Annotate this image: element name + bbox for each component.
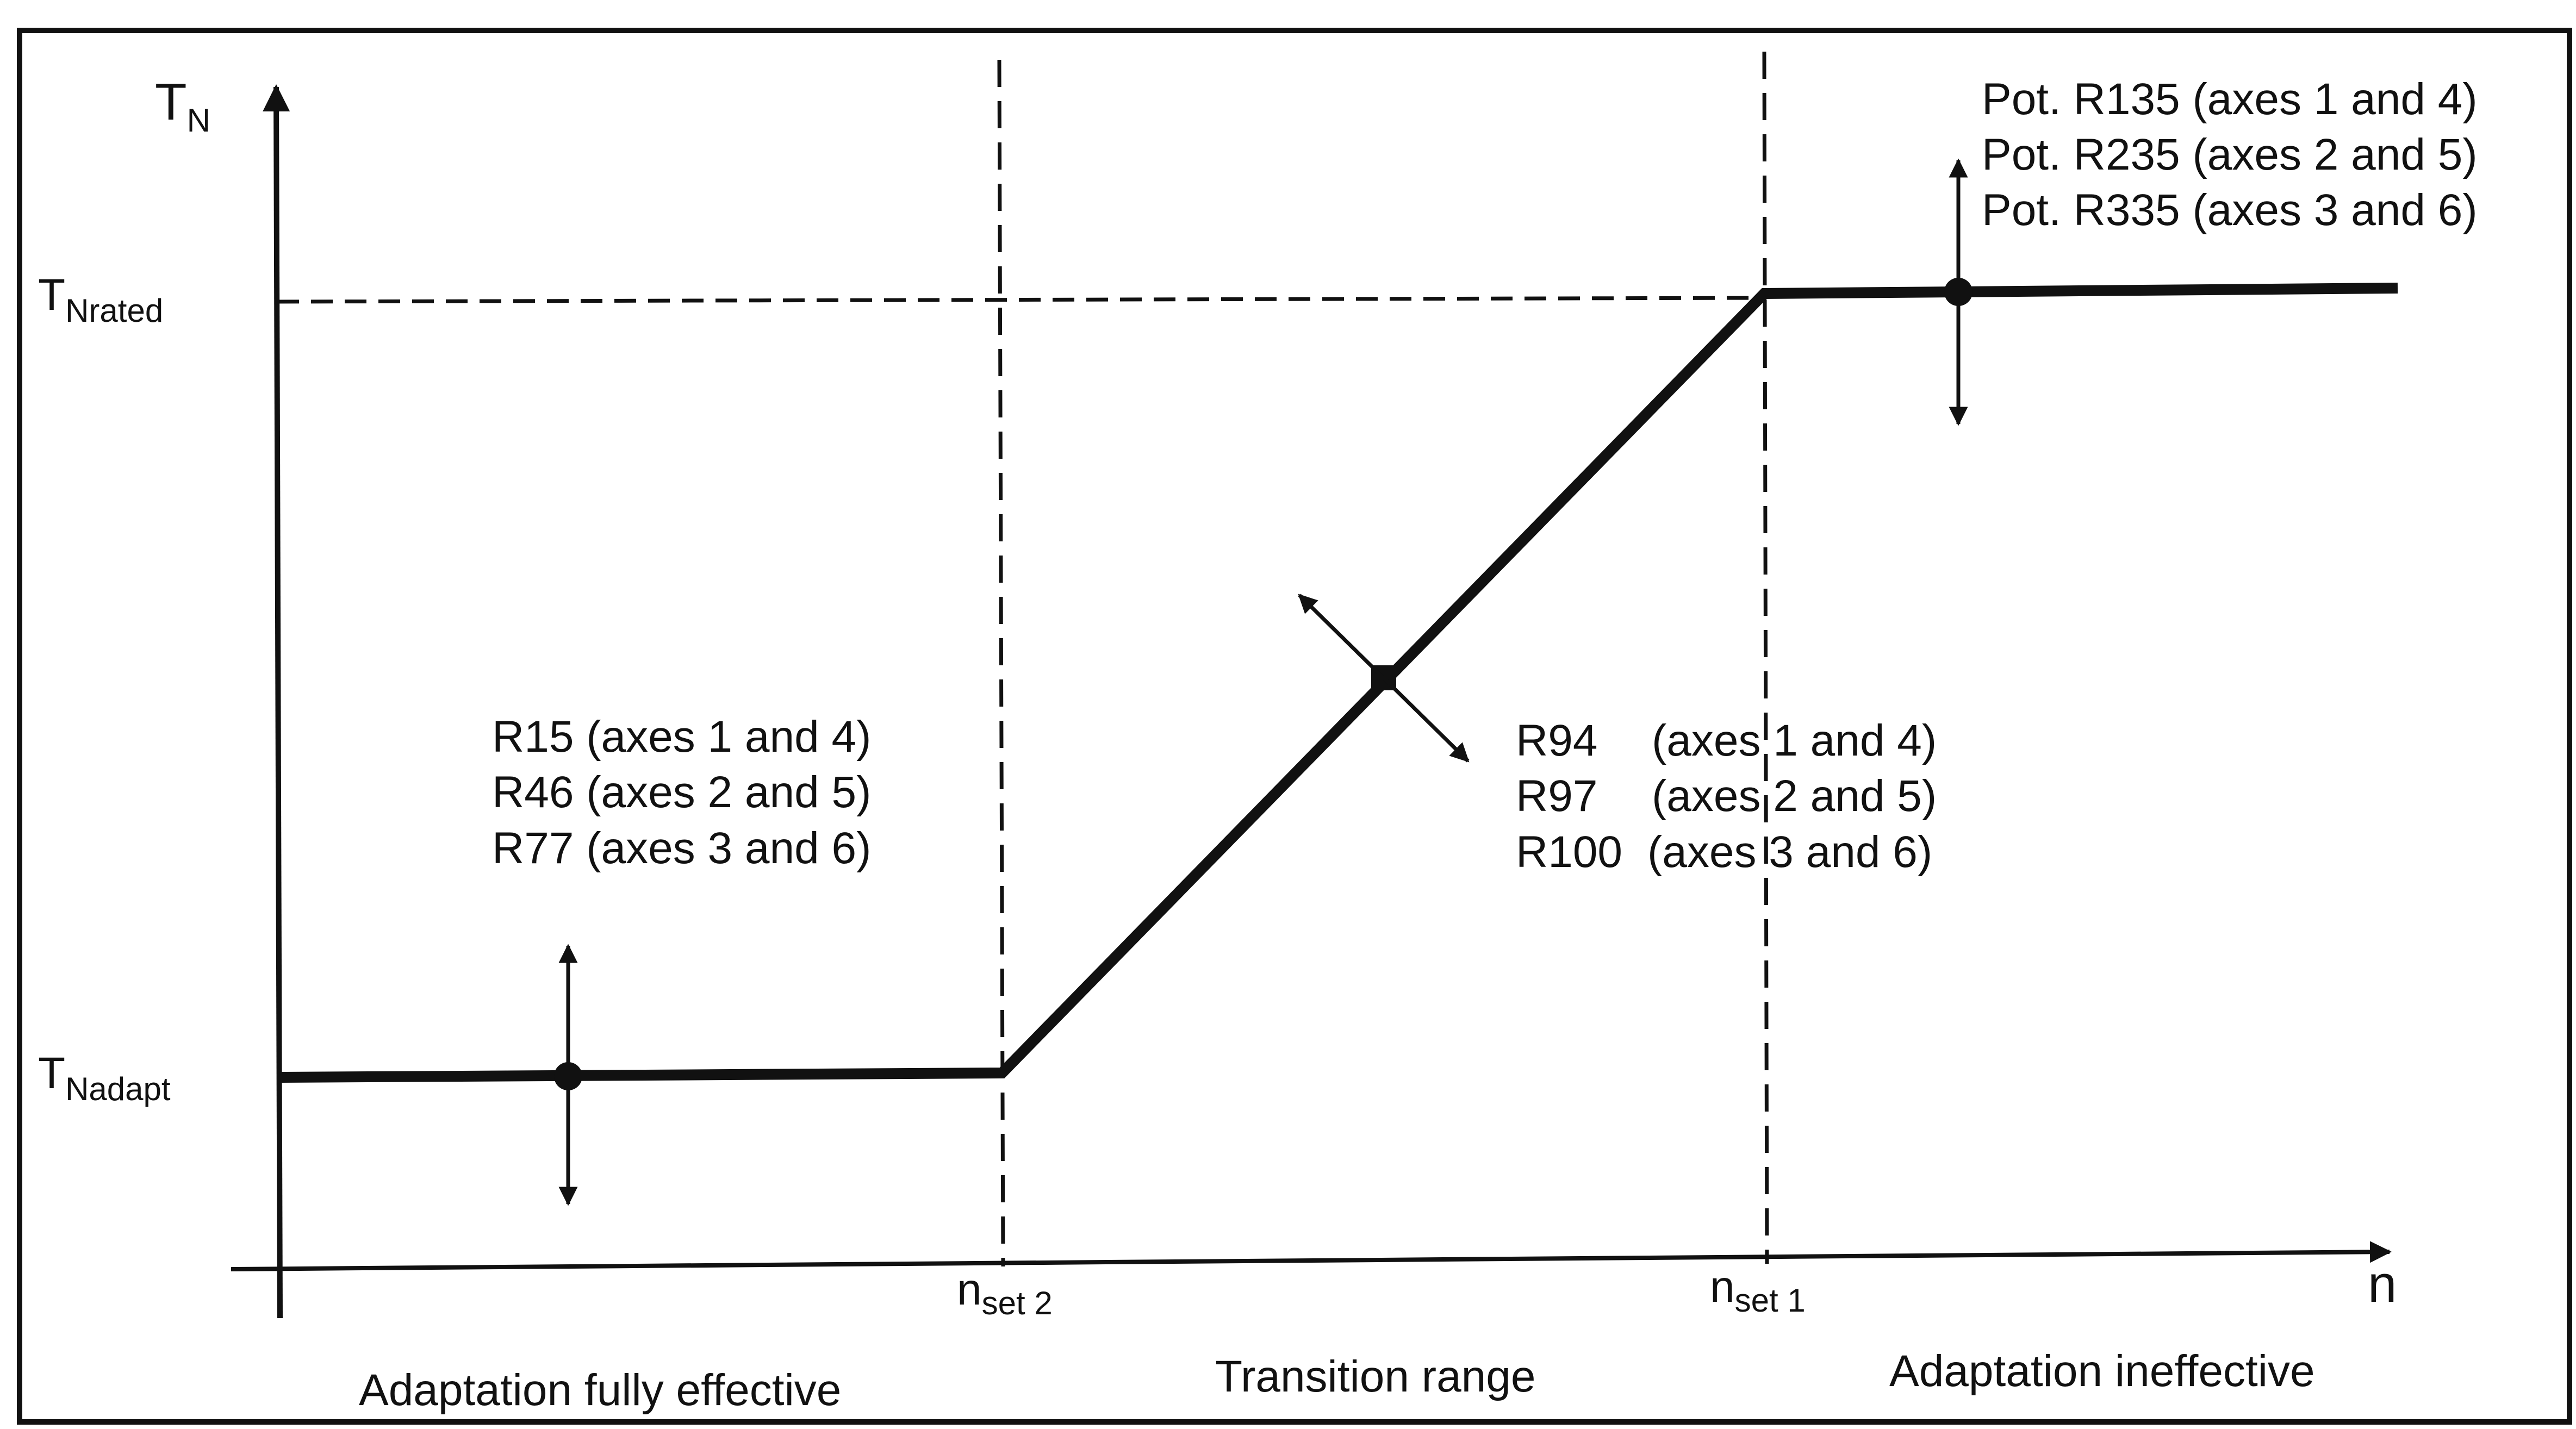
x-axis-label: n [2368, 1255, 2397, 1313]
rated-level-dashed-line [277, 296, 1765, 304]
y-axis [263, 84, 290, 1319]
torque-characteristic-curve [279, 283, 2398, 1083]
slope-adjuster-2-id: R97 [1516, 771, 1597, 821]
slope-adjuster-2-axes: (axes 2 and 5) [1652, 771, 1937, 821]
nset2-dashed-line [997, 59, 1005, 1267]
diagram-frame [17, 28, 2572, 1425]
t-nadapt-label: TNadapt [38, 1049, 171, 1107]
nset1-label: nset 1 [1710, 1262, 1806, 1319]
rated-level-adjuster-1: Pot. R135 (axes 1 and 4) [1982, 74, 2478, 124]
slope-adjuster-1-axes: (axes 1 and 4) [1652, 716, 1937, 765]
region-label-ineffective: Adaptation ineffective [1889, 1346, 2315, 1396]
low-level-adjuster-1: R15 (axes 1 and 4) [492, 712, 871, 762]
nset1-dashed-line [1762, 51, 1769, 1264]
slope-adjuster-3-id: R100 [1516, 827, 1622, 877]
region-label-transition: Transition range [1215, 1352, 1536, 1401]
slope-adjust-arrow [1298, 594, 1470, 763]
t-nrated-label: TNrated [38, 270, 163, 329]
rated-level-adjuster-2: Pot. R235 (axes 2 and 5) [1982, 130, 2478, 179]
y-axis-label: TN [155, 73, 210, 139]
low-level-adjuster-2: R46 (axes 2 and 5) [492, 767, 871, 817]
slope-adjuster-1-id: R94 [1516, 716, 1597, 765]
region-label-fully-effective: Adaptation fully effective [359, 1365, 841, 1415]
x-axis [231, 1241, 2392, 1271]
rated-level-adjuster-3: Pot. R335 (axes 3 and 6) [1982, 185, 2478, 235]
low-level-adjuster-3: R77 (axes 3 and 6) [492, 823, 871, 873]
nset2-label: nset 2 [957, 1265, 1053, 1321]
slope-adjuster-3-axes: (axes 3 and 6) [1647, 827, 1932, 877]
